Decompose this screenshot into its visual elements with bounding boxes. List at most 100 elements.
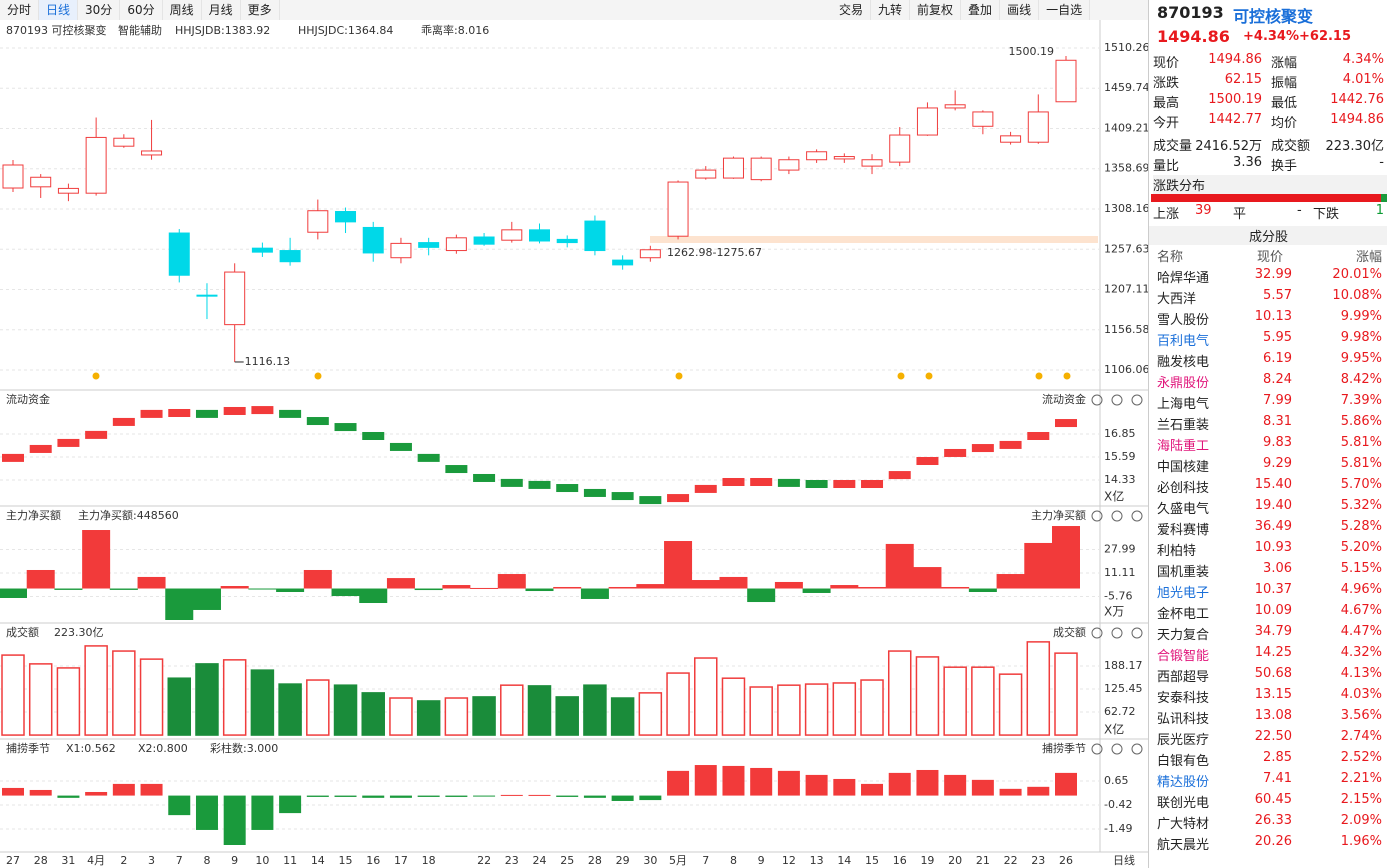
stock-name[interactable]: 弘讯科技 (1157, 712, 1210, 727)
col-header: 名称 (1157, 250, 1184, 265)
stock-name[interactable]: 金杯电工 (1157, 607, 1210, 622)
flow-bar (112, 417, 135, 426)
y-tick-label: 0.65 (1104, 774, 1129, 787)
stock-name[interactable]: 广大特材 (1157, 817, 1210, 832)
bar (528, 794, 551, 796)
panel-title: 主力净买额 (6, 508, 61, 522)
field-value: 3.36 (1233, 155, 1262, 170)
date-label: 3 (148, 854, 155, 867)
flow-bar (777, 478, 800, 487)
y-tick-label: 1106.06 (1104, 363, 1148, 376)
volume-bar (638, 692, 663, 736)
stock-name[interactable]: 白银有色 (1157, 754, 1210, 769)
stock-name[interactable]: 中国核建 (1157, 460, 1210, 475)
stock-price: 5.95 (1263, 330, 1292, 345)
stock-change: 2.74% (1340, 729, 1382, 744)
bar (445, 795, 468, 797)
bar (996, 574, 1025, 589)
tab[interactable]: 月线 (202, 0, 241, 20)
tab[interactable]: 更多 (241, 0, 280, 20)
tool-button[interactable]: 前复权 (910, 0, 962, 20)
panel-legend: 主力净买额:448560 (78, 508, 179, 522)
field-label: 量比 (1153, 159, 1180, 174)
tool-button[interactable]: 叠加 (961, 0, 1001, 20)
stock-change: 8.42% (1340, 372, 1382, 387)
tab[interactable]: 30分 (78, 0, 121, 20)
y-tick-label: -5.76 (1104, 590, 1132, 603)
stock-name[interactable]: 兰石重装 (1157, 418, 1210, 433)
stock-name[interactable]: 利柏特 (1157, 544, 1197, 559)
dist-flat: - (1297, 203, 1302, 218)
stock-name[interactable]: 国机重装 (1157, 565, 1210, 580)
panel-legend: 223.30亿 (54, 626, 104, 639)
stock-name[interactable]: 融发核电 (1157, 355, 1210, 370)
stock-price: 7.41 (1263, 771, 1292, 786)
volume-bar (915, 656, 940, 736)
date-label: 8 (730, 854, 737, 867)
stock-name[interactable]: 爱科赛博 (1157, 523, 1210, 538)
stock-name[interactable]: 旭光电子 (1157, 586, 1210, 601)
bar (774, 581, 803, 589)
stock-change: 5.15% (1340, 561, 1382, 576)
tab[interactable]: 周线 (163, 0, 202, 20)
stock-name[interactable]: 天力复合 (1157, 628, 1210, 643)
stock-name[interactable]: 哈焊华通 (1157, 271, 1210, 286)
stock-change: 10.08% (1332, 288, 1382, 303)
stock-name[interactable]: 联创光电 (1157, 796, 1210, 811)
stock-change: 20.01% (1332, 267, 1382, 282)
field-value: - (1379, 155, 1384, 170)
date-label: 15 (339, 854, 353, 867)
bar (386, 578, 415, 589)
stock-name[interactable]: 安泰科技 (1157, 691, 1210, 706)
stock-name[interactable]: 航天晨光 (1157, 838, 1210, 853)
stock-name[interactable]: 西部超导 (1157, 670, 1210, 685)
period-label: 日线 (1113, 853, 1135, 867)
flow-bar (223, 406, 246, 415)
tool-button[interactable]: 交易 (832, 0, 872, 20)
stock-name[interactable]: 大西洋 (1157, 292, 1197, 307)
code: 870193 (1157, 3, 1224, 22)
tool-button[interactable]: 一自选 (1039, 0, 1091, 20)
tab[interactable]: 60分 (120, 0, 163, 20)
volume-bar (278, 683, 302, 736)
stock-name[interactable]: 雪人股份 (1157, 313, 1210, 328)
field-value: 1442.77 (1208, 112, 1262, 127)
stock-price: 8.24 (1263, 372, 1292, 387)
stock-name[interactable]: 必创科技 (1157, 481, 1210, 496)
stock-name[interactable]: 永鼎股份 (1157, 376, 1210, 391)
flow-bar (473, 473, 496, 482)
stock-name[interactable]: 合锻智能 (1157, 649, 1210, 664)
stock-name[interactable]: 精达股份 (1157, 775, 1210, 790)
tool-button[interactable]: 九转 (871, 0, 911, 20)
tab[interactable]: 日线 (39, 0, 79, 20)
bar (861, 783, 884, 796)
field-value: 1500.19 (1208, 92, 1262, 107)
stock-name[interactable]: 辰光医疗 (1157, 733, 1210, 748)
date-label: 8 (203, 854, 210, 867)
tool-button[interactable]: 画线 (1000, 0, 1040, 20)
stock-name[interactable]: 久盛电气 (1157, 502, 1210, 517)
date-label: 23 (1031, 854, 1045, 867)
volume-bar (389, 697, 413, 736)
candle-body (778, 159, 800, 171)
field-label: 涨幅 (1271, 56, 1298, 71)
panel-legend: X2:0.800 (138, 742, 188, 755)
dist-title: 涨跌分布 (1153, 175, 1387, 194)
bar (223, 795, 246, 845)
dist-up-bar (1151, 194, 1382, 202)
bar (54, 588, 83, 590)
stock-change: 4.67% (1340, 603, 1382, 618)
volume-bar (195, 663, 219, 736)
volume-bar (444, 697, 469, 736)
tab[interactable]: 分时 (0, 0, 40, 20)
candle-body (57, 187, 79, 194)
volume-bar (998, 673, 1023, 736)
stock-name[interactable]: 海陆重工 (1157, 439, 1210, 454)
panel-icon (1091, 627, 1103, 639)
info-assist: 智能辅助 (118, 23, 162, 37)
y-tick-label: -1.49 (1104, 822, 1132, 835)
stock-name[interactable]: 百利电气 (1157, 334, 1210, 349)
date-label: 4月 (87, 854, 105, 867)
bar (165, 588, 194, 620)
stock-name[interactable]: 上海电气 (1157, 397, 1210, 412)
